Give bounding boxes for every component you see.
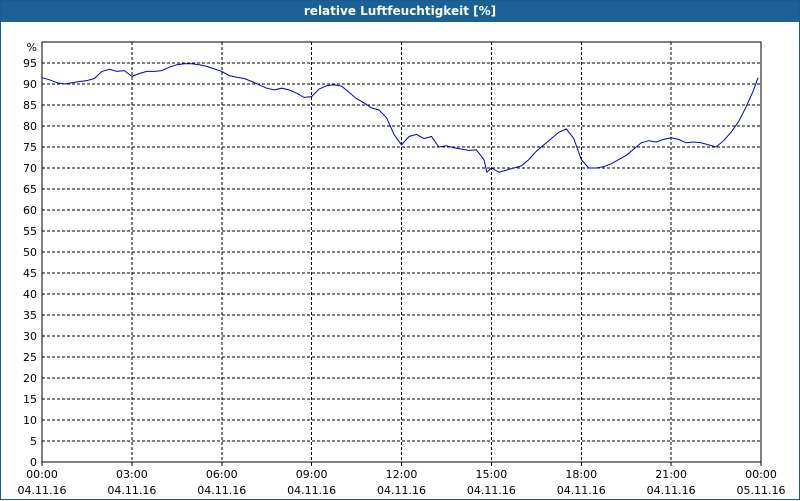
x-tick-time: 06:00 [206, 468, 238, 481]
y-tick-label: 15 [23, 393, 37, 406]
y-tick-label: 45 [23, 267, 37, 280]
x-tick-date: 05.11.16 [737, 484, 786, 497]
y-tick-label: 55 [23, 225, 37, 238]
y-tick-label: 95 [23, 57, 37, 70]
y-tick-label: 5 [30, 435, 37, 448]
y-tick-label: 30 [23, 330, 37, 343]
y-tick-label: 25 [23, 351, 37, 364]
x-tick-date: 04.11.16 [287, 484, 336, 497]
y-tick-label: 35 [23, 309, 37, 322]
x-tick-date: 04.11.16 [377, 484, 426, 497]
humidity-series-line [41, 63, 759, 174]
x-tick-time: 21:00 [655, 468, 687, 481]
y-unit-label: % [27, 41, 37, 54]
x-tick-time: 09:00 [296, 468, 328, 481]
y-tick-label: 75 [23, 141, 37, 154]
y-tick-label: 10 [23, 414, 37, 427]
y-tick-label: 20 [23, 372, 37, 385]
plot-border [41, 41, 762, 463]
y-tick-label: 80 [23, 120, 37, 133]
y-tick-label: 60 [23, 204, 37, 217]
x-tick-time: 00:00 [26, 468, 58, 481]
x-tick-date: 04.11.16 [647, 484, 696, 497]
x-tick-date: 04.11.16 [107, 484, 156, 497]
x-tick-time: 12:00 [386, 468, 418, 481]
chart-title: relative Luftfeuchtigkeit [%] [1, 1, 799, 22]
y-tick-label: 50 [23, 246, 37, 259]
x-tick-time: 03:00 [116, 468, 148, 481]
x-tick-date: 04.11.16 [467, 484, 516, 497]
x-tick-date: 04.11.16 [197, 484, 246, 497]
x-tick-time: 00:00 [745, 468, 777, 481]
y-tick-label: 40 [23, 288, 37, 301]
y-tick-label: 65 [23, 183, 37, 196]
y-tick-label: 0 [30, 456, 37, 469]
x-tick-date: 04.11.16 [557, 484, 606, 497]
x-tick-time: 18:00 [565, 468, 597, 481]
y-tick-label: 90 [23, 78, 37, 91]
y-tick-label: 70 [23, 162, 37, 175]
x-tick-date: 04.11.16 [18, 484, 67, 497]
x-tick-time: 15:00 [476, 468, 508, 481]
y-tick-label: 85 [23, 99, 37, 112]
